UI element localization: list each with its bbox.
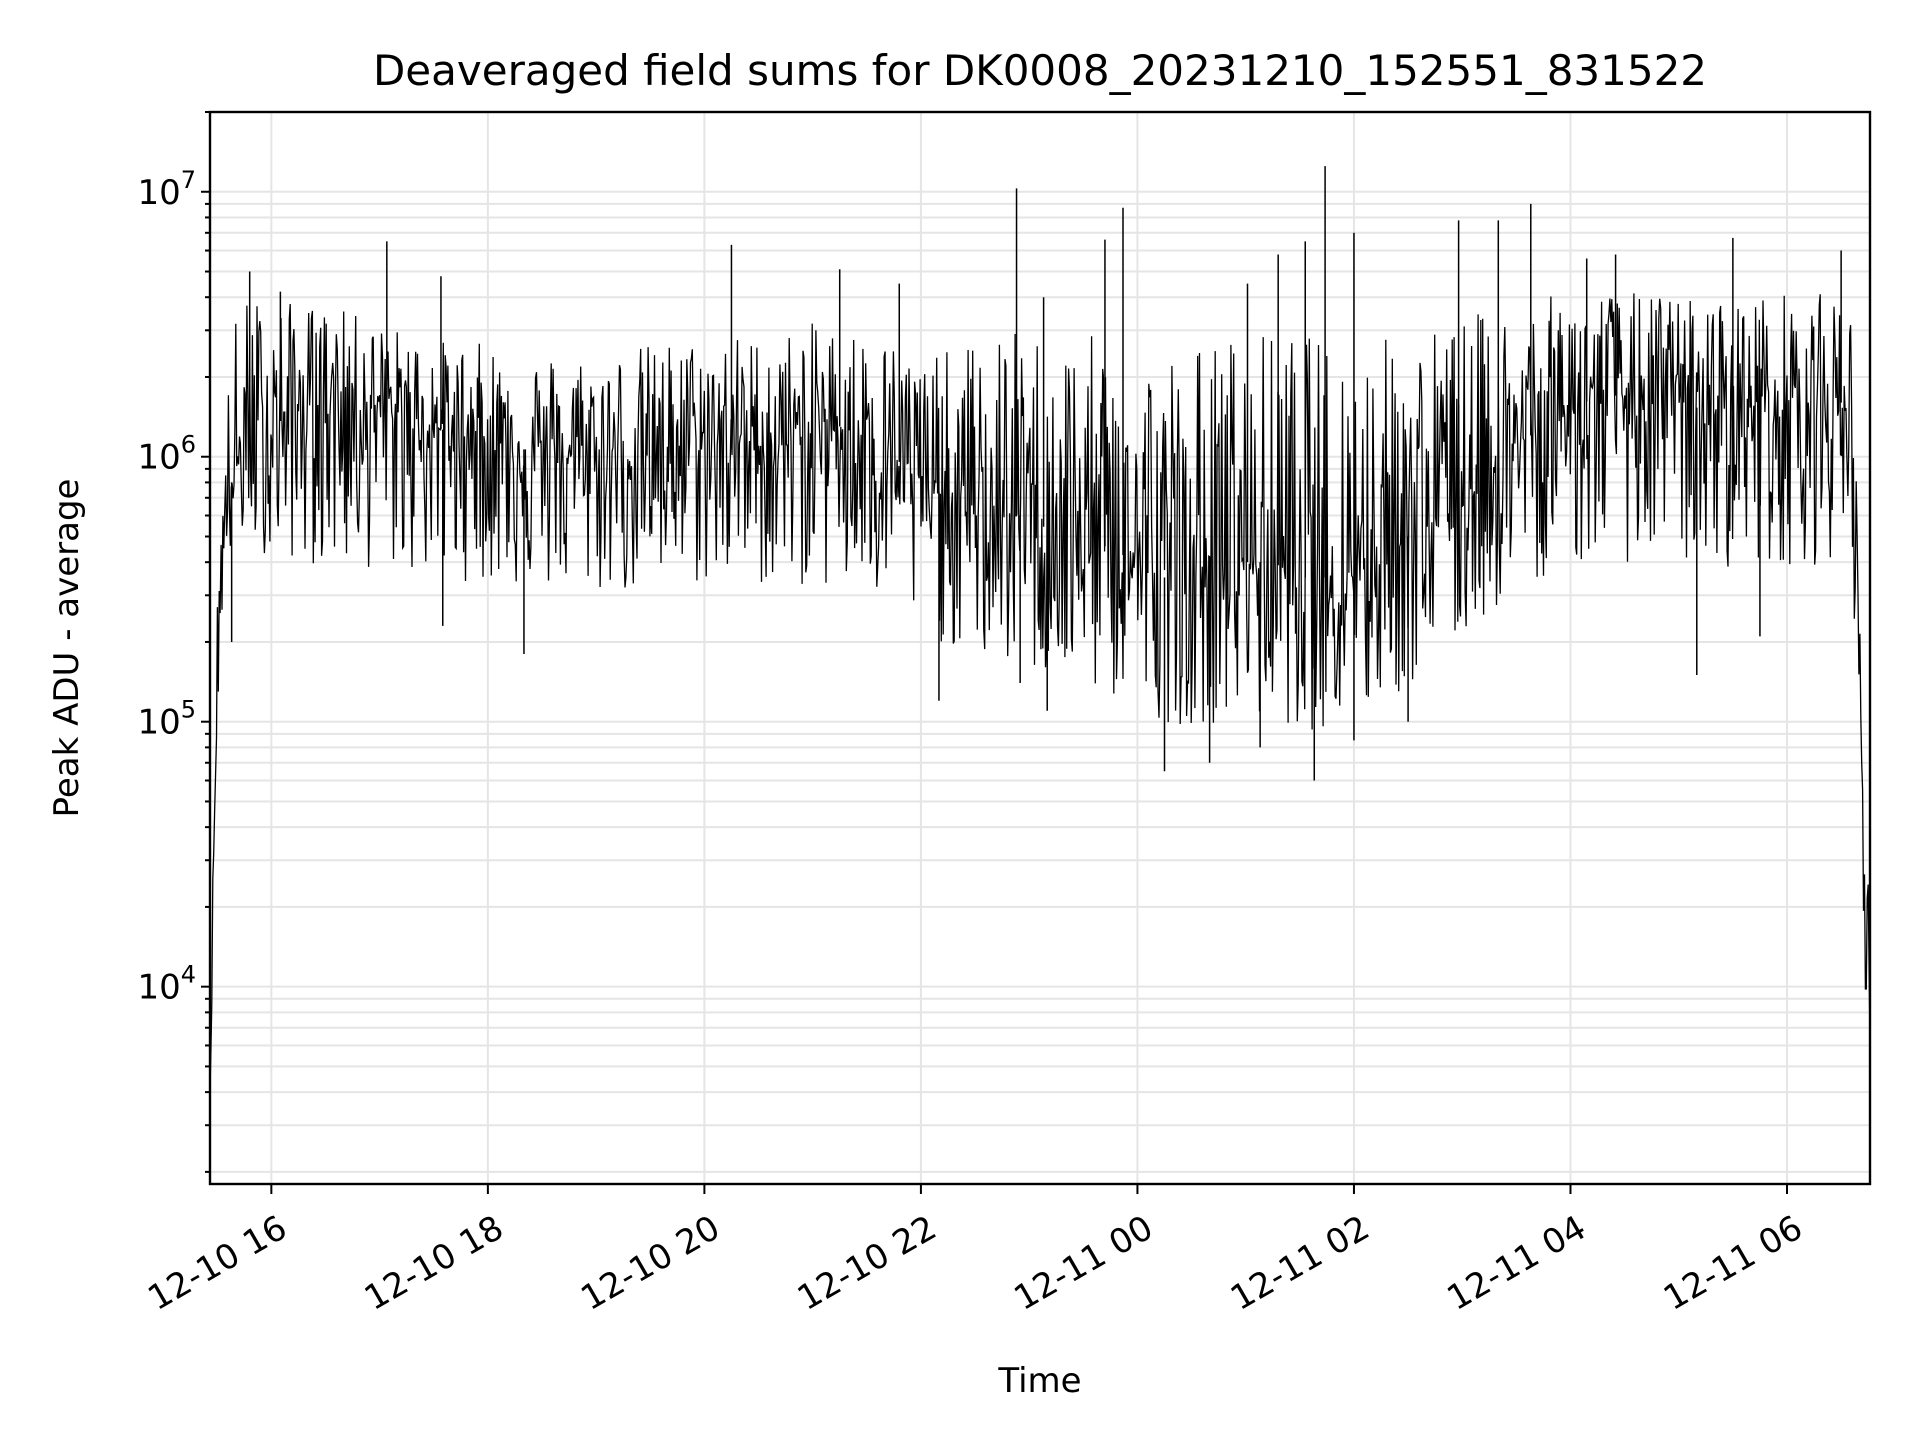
chart-title: Deaveraged field sums for DK0008_2023121… bbox=[373, 46, 1707, 95]
y-tick-label: 104 bbox=[137, 961, 196, 1008]
x-axis-label: Time bbox=[997, 1361, 1081, 1401]
plot-area-frame bbox=[208, 110, 1872, 1186]
series-line bbox=[209, 166, 1871, 1093]
y-axis-label: Peak ADU - average bbox=[47, 479, 87, 818]
y-tick-label: 106 bbox=[137, 431, 196, 478]
grid bbox=[210, 111, 1870, 1184]
series-trace bbox=[209, 293, 1871, 1093]
y-tick-label: 105 bbox=[137, 696, 196, 743]
y-tick-label: 107 bbox=[137, 166, 196, 213]
axis-ticks bbox=[201, 111, 1788, 1194]
